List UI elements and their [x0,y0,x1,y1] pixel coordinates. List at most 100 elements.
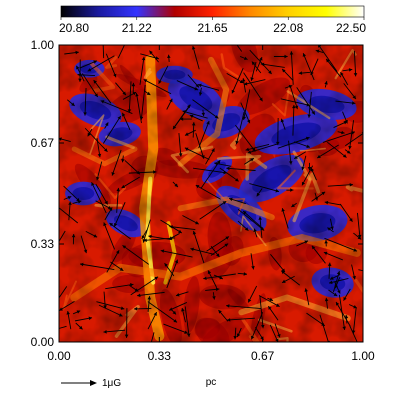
field-vector [87,128,93,137]
field-vector [293,151,307,160]
field-vector [273,54,288,59]
field-vector [175,291,189,297]
field-vector [198,87,203,96]
field-vector [109,222,131,240]
field-vector [242,89,251,120]
field-vector [247,143,278,154]
field-vector [276,118,280,146]
field-vector [289,51,294,85]
field-vector [110,261,124,272]
field-vector [243,72,263,102]
field-vector [310,58,319,76]
field-vector [129,285,139,292]
field-vector [324,80,328,88]
field-vector [324,240,328,247]
field-vector [235,112,245,145]
field-vector [327,262,332,279]
field-vector [249,49,272,75]
field-vector [67,99,76,107]
field-vector [122,91,137,100]
field-vector [181,307,186,323]
field-vector [325,58,342,78]
field-vector [335,301,351,327]
field-vector [124,308,129,338]
field-vector [87,55,115,72]
field-vector [353,232,362,240]
field-vector [59,207,79,224]
colorbar-tick-label: 22.50 [336,21,366,35]
field-vector [258,295,280,308]
field-vector [239,56,248,60]
field-vector [212,292,216,300]
field-vector [210,245,220,258]
field-vector [95,183,109,205]
field-vector [74,316,93,322]
field-vector [231,67,244,94]
field-vector [117,45,125,59]
field-vector [357,212,362,239]
magnetic-field-vectors [59,45,363,342]
field-vector [79,60,98,69]
field-vector [316,144,339,159]
field-vector [281,68,294,81]
field-vector [237,272,247,276]
field-vector [144,90,151,96]
field-vector [103,329,126,334]
field-vector [169,225,196,231]
field-vector [343,83,357,100]
field-vector [75,322,83,330]
y-tick-label: 0.33 [31,237,55,251]
field-vector [334,281,341,294]
field-vector [328,278,349,285]
field-vector [81,73,99,98]
heatmap-panel [59,45,363,342]
field-vector [71,234,76,245]
colorbar-tick-labels: 20.80 21.22 21.65 22.08 22.50 [59,17,366,35]
field-vector [104,122,109,129]
field-vector [59,300,75,311]
field-vector [121,155,125,163]
field-vector [184,306,191,337]
field-vector [198,83,220,91]
x-axis-label: pc [206,377,217,388]
field-vector [302,53,315,81]
field-vector [113,202,126,227]
field-vector [59,286,68,299]
field-vector [358,269,363,272]
field-vector [236,327,242,338]
field-vector [237,220,249,232]
field-vector [274,323,281,338]
field-vector [348,120,355,150]
field-vector [85,230,98,238]
field-vector [289,85,299,110]
field-vector [103,291,107,309]
field-vector [318,45,338,72]
field-vector [137,291,165,298]
field-vector [250,253,255,270]
field-vector [277,136,310,149]
field-vector [244,157,255,165]
y-tick-label: 0.67 [31,136,55,150]
y-axis: 0.00 0.33 0.67 1.00 [31,38,363,349]
field-vector [310,167,317,181]
field-vector [116,187,121,213]
field-vector [247,285,258,303]
field-vector [294,141,311,148]
field-vector [311,245,326,264]
field-vector [98,304,123,317]
field-vector [184,129,196,136]
field-vector [323,251,343,261]
field-vector [59,230,66,243]
field-vector [64,50,79,55]
field-vector [83,87,87,116]
field-vector [147,311,158,330]
field-vector [190,247,215,255]
field-vector [249,183,280,193]
field-vector [130,276,159,296]
field-vector [243,79,266,86]
field-vector [298,71,311,75]
field-vector [286,188,294,192]
field-vector [296,240,309,247]
field-vector [267,297,274,302]
field-vector [205,287,220,292]
